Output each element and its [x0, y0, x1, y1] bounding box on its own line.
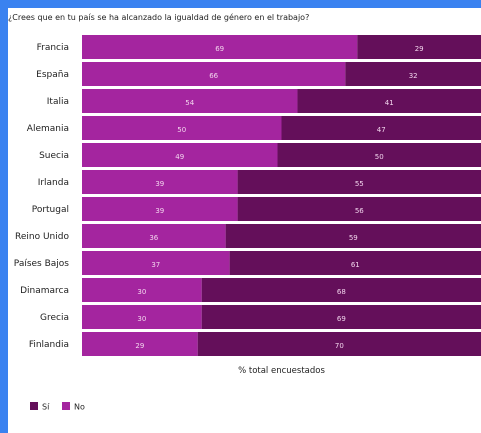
x-axis-title: % total encuestados: [238, 366, 325, 376]
bar-segment-no: [82, 116, 282, 140]
category-label: Finlandia: [29, 340, 69, 350]
data-label: 54: [185, 99, 194, 107]
category-label: Suecia: [39, 151, 69, 161]
category-label: Dinamarca: [20, 286, 69, 296]
category-label: Francia: [37, 43, 69, 53]
data-label: 36: [149, 234, 158, 242]
data-label: 61: [351, 261, 360, 269]
bar-segment-no: [82, 224, 226, 248]
data-label: 70: [335, 342, 344, 350]
bar-segment-si: [201, 278, 481, 302]
data-label: 47: [377, 126, 386, 134]
data-label: 55: [355, 180, 364, 188]
category-label: Alemania: [27, 124, 69, 134]
legend-label: Sí: [42, 403, 50, 412]
data-label: 50: [375, 153, 384, 161]
stacked-bar-chart: Francia 69 29 España 66 32 Italia 54 41 Alemania 5…: [14, 35, 481, 412]
category-label: Reino Unido: [15, 232, 69, 242]
data-label: 69: [337, 315, 346, 323]
data-label: 66: [209, 72, 218, 80]
bar-segment-si: [297, 89, 481, 113]
bar-segment-si: [281, 116, 481, 140]
bar-segment-no: [82, 143, 278, 167]
bar-segment-no: [82, 170, 238, 194]
bar-segment-no: [82, 62, 346, 86]
data-label: 39: [155, 207, 164, 215]
data-label: 37: [151, 261, 160, 269]
bar-segment-si: [237, 197, 481, 221]
data-label: 30: [137, 288, 146, 296]
bar-segment-no: [82, 332, 198, 356]
bar-segment-no: [82, 251, 230, 275]
legend-swatch-no: [62, 402, 70, 410]
data-label: 49: [175, 153, 184, 161]
data-label: 56: [355, 207, 364, 215]
data-label: 50: [177, 126, 186, 134]
category-label: Grecia: [40, 313, 69, 323]
bar-segment-si: [197, 332, 481, 356]
bar-segment-si: [345, 62, 481, 86]
bar-segment-no: [82, 305, 202, 329]
category-label: España: [36, 70, 69, 80]
bar-segment-si: [201, 305, 481, 329]
data-label: 32: [409, 72, 418, 80]
bar-segment-si: [229, 251, 481, 275]
bar-segment-no: [82, 89, 298, 113]
legend-label: No: [74, 403, 85, 412]
data-label: 68: [337, 288, 346, 296]
category-label: Italia: [47, 97, 69, 107]
bar-segment-si: [225, 224, 481, 248]
bar-segment-no: [82, 197, 238, 221]
bar-segment-si: [357, 35, 481, 59]
category-label: Países Bajos: [14, 259, 70, 269]
chart-title: ¿Crees que en tu país se ha alcanzado la…: [8, 13, 310, 22]
data-label: 59: [349, 234, 358, 242]
data-label: 29: [135, 342, 144, 350]
data-label: 39: [155, 180, 164, 188]
data-label: 69: [215, 45, 224, 53]
category-label: Portugal: [32, 205, 69, 215]
legend-swatch-si: [30, 402, 38, 410]
data-label: 41: [385, 99, 394, 107]
category-label: Irlanda: [38, 178, 69, 188]
bar-segment-no: [82, 278, 202, 302]
data-label: 29: [415, 45, 424, 53]
bar-segment-si: [237, 170, 481, 194]
bar-segment-si: [277, 143, 481, 167]
chart-panel: ¿Crees que en tu país se ha alcanzado la…: [8, 8, 481, 433]
data-label: 30: [137, 315, 146, 323]
bar-segment-no: [82, 35, 358, 59]
